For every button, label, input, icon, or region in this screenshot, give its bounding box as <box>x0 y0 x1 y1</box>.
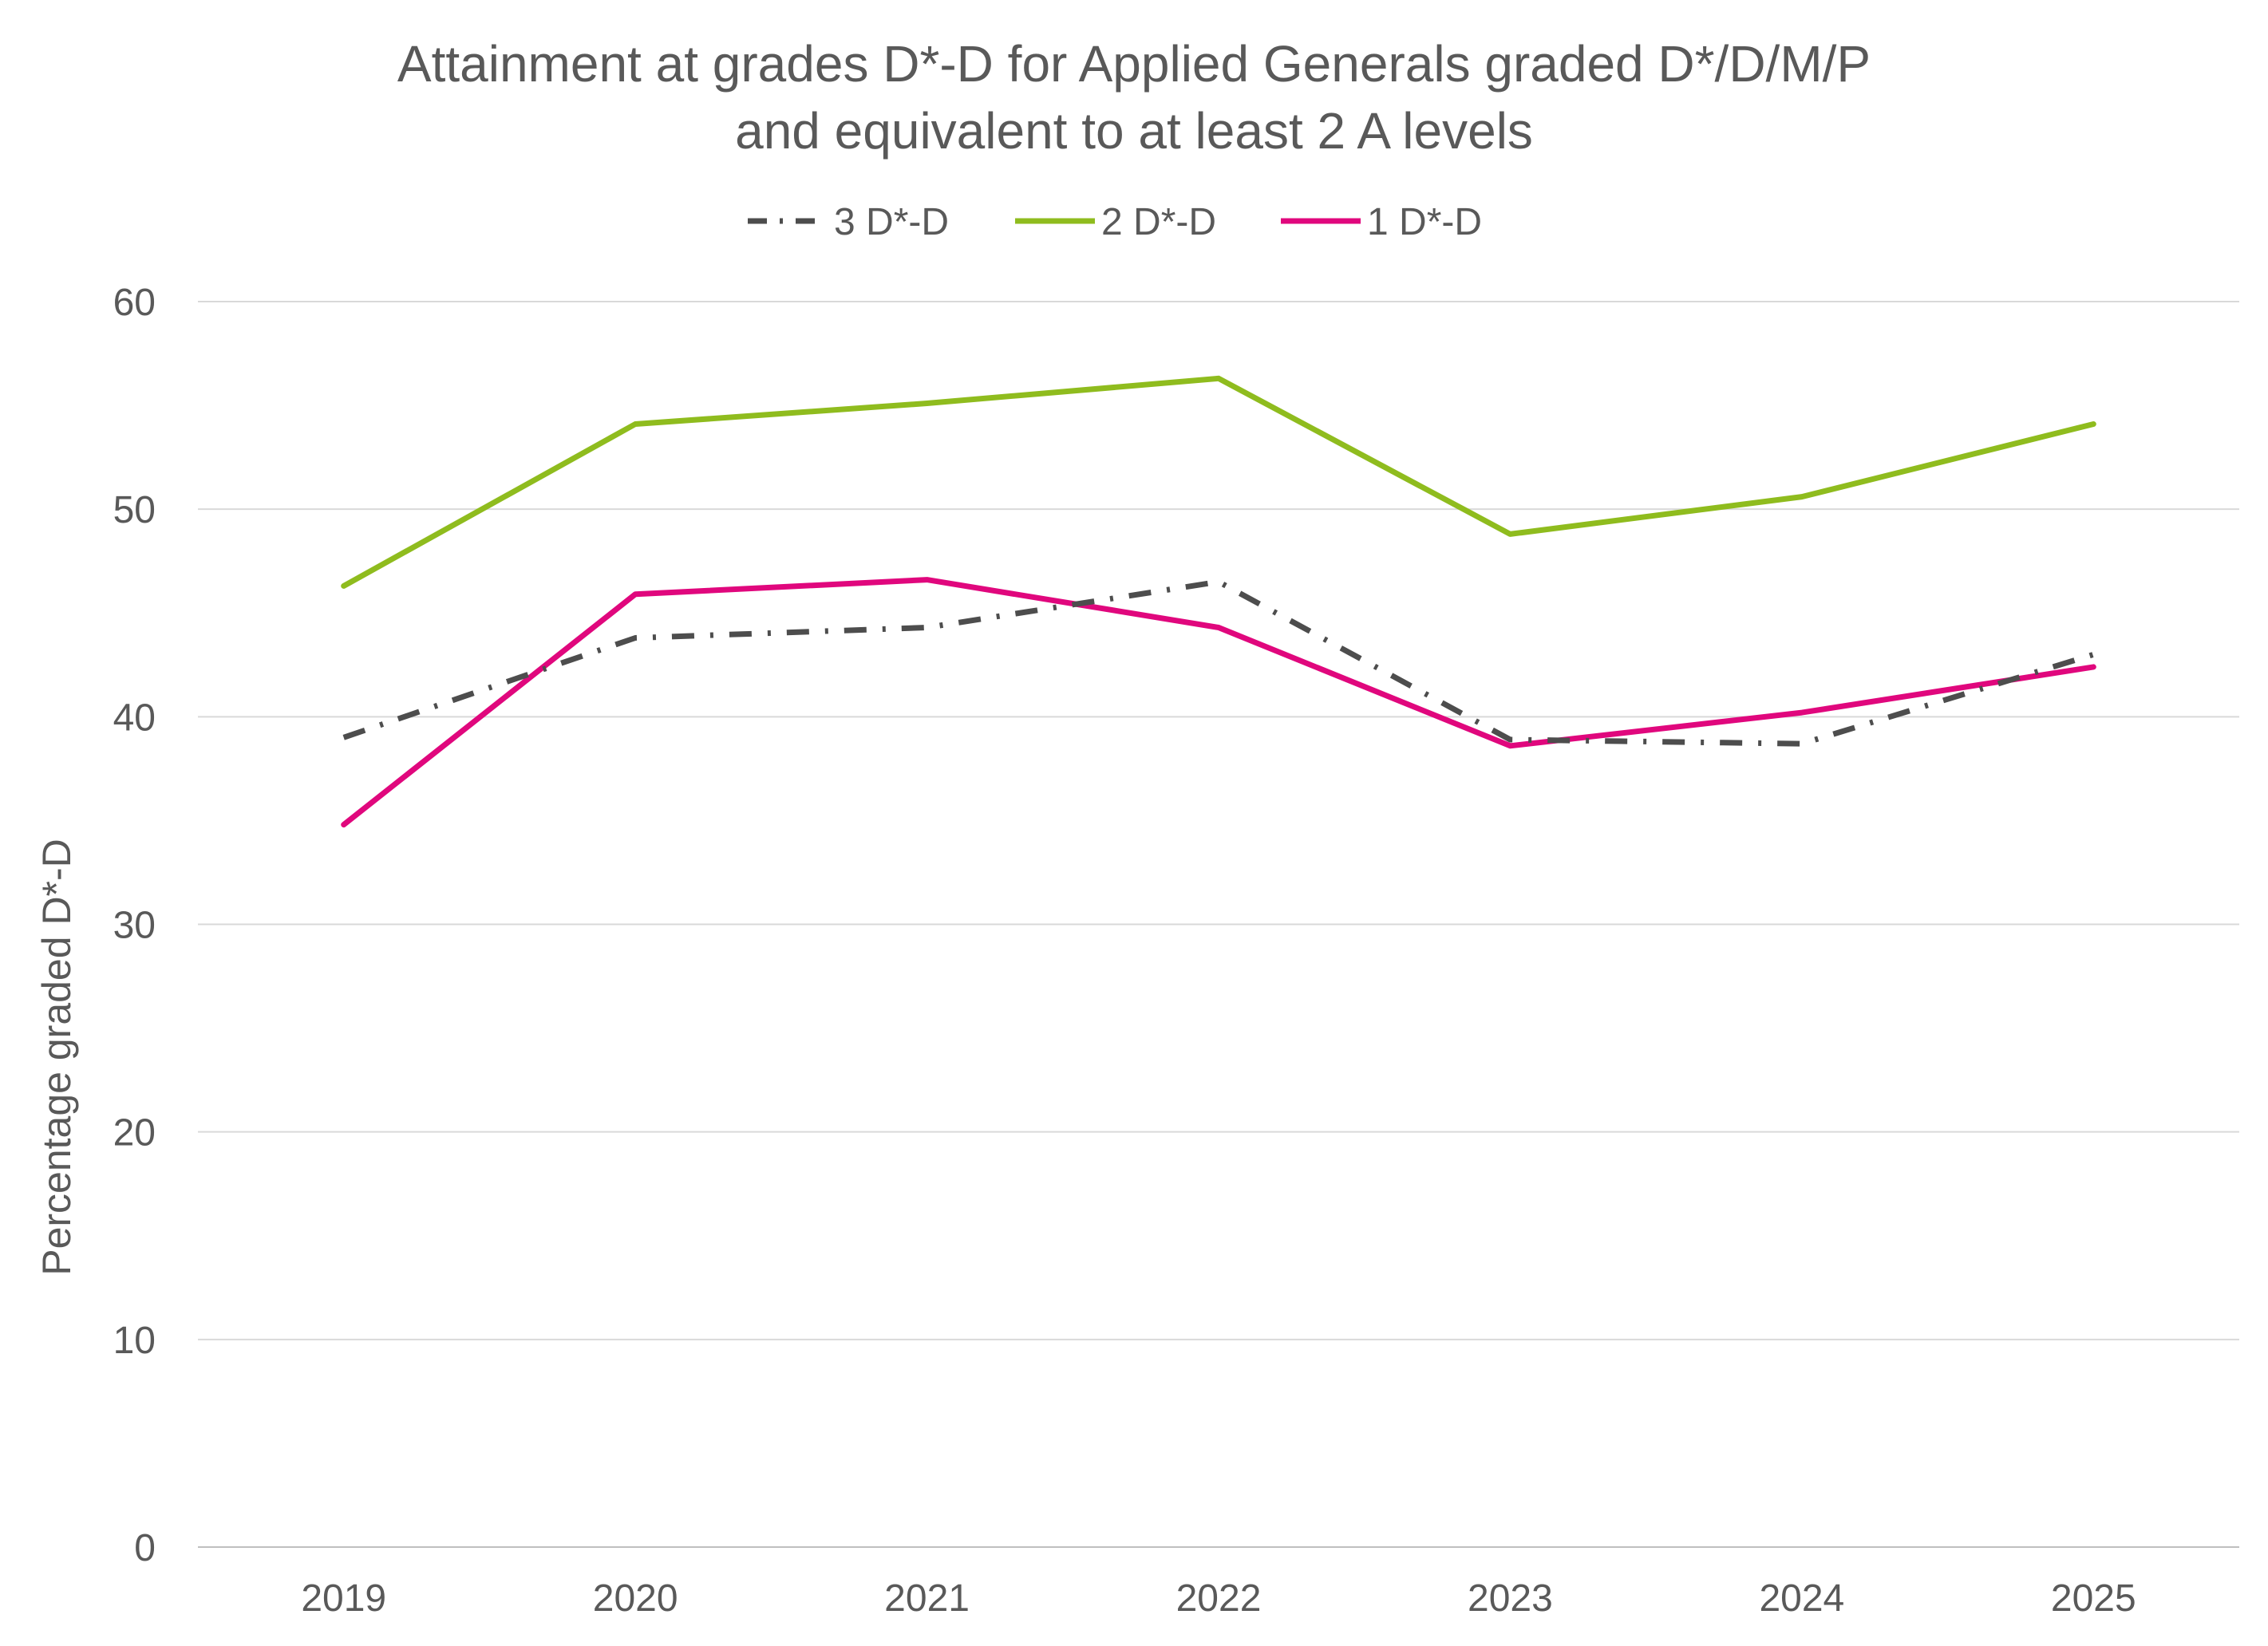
x-tick-label: 2019 <box>301 1577 386 1620</box>
legend-label: 1 D*-D <box>1367 201 1482 243</box>
series-lines <box>341 375 2096 828</box>
chart-title: Attainment at grades D*-D for Applied Ge… <box>0 30 2268 164</box>
y-tick-label: 20 <box>113 1112 156 1155</box>
legend: 3 D*-D 2 D*-D 1 D*-D <box>748 201 1482 243</box>
chart-title-line-2: and equivalent to at least 2 A levels <box>735 102 1533 160</box>
y-axis-title: Percentage graded D*-D <box>34 839 79 1276</box>
y-tick-label: 0 <box>134 1527 156 1569</box>
series-line-2-d-d <box>341 375 2096 589</box>
y-tick-label: 50 <box>113 489 156 531</box>
legend-entry: 3 D*-D <box>748 201 949 243</box>
series-line-3-d-d <box>342 578 2095 747</box>
y-tick-label: 40 <box>113 697 156 739</box>
x-tick-label: 2025 <box>2051 1577 2136 1620</box>
y-tick-label: 60 <box>113 282 156 324</box>
y-tick-label: 30 <box>113 905 156 947</box>
legend-label: 2 D*-D <box>1101 201 1216 243</box>
series-line-1-d-d <box>341 577 2096 828</box>
x-tick-label: 2024 <box>1759 1577 1844 1620</box>
axes: 0 10 20 30 40 50 60 2019 2020 2021 2022 2023 2024 202… <box>113 282 2136 1620</box>
y-tick-label: 10 <box>113 1320 156 1362</box>
legend-entry: 2 D*-D <box>1015 201 1216 243</box>
gridlines <box>198 301 2239 1548</box>
chart-title-line-1: Attainment at grades D*-D for Applied Ge… <box>397 35 1871 93</box>
x-tick-label: 2020 <box>593 1577 678 1620</box>
x-tick-label: 2021 <box>884 1577 970 1620</box>
legend-label: 3 D*-D <box>834 201 949 243</box>
x-tick-label: 2023 <box>1468 1577 1553 1620</box>
legend-entry: 1 D*-D <box>1281 201 1482 243</box>
x-tick-label: 2022 <box>1176 1577 1262 1620</box>
